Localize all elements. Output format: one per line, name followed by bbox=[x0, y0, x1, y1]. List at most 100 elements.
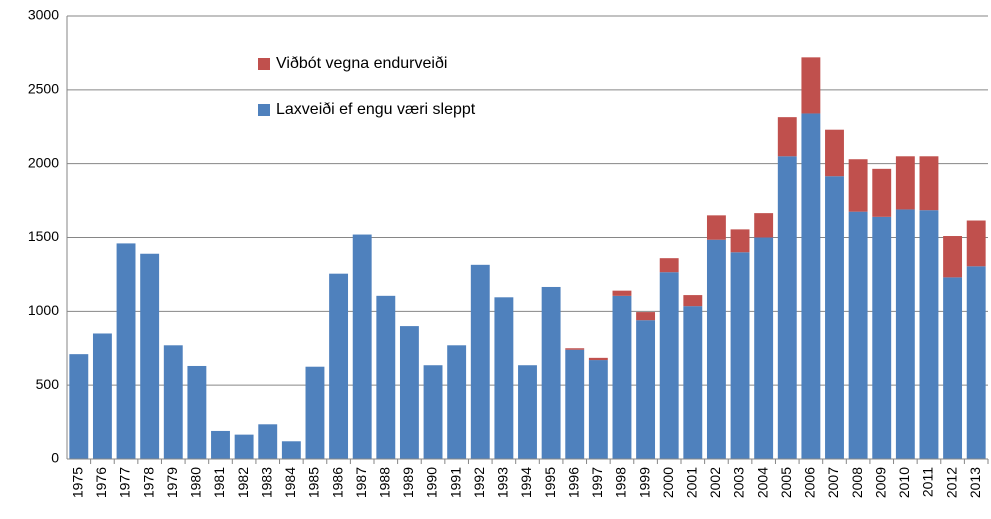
x-tick-label: 2011 bbox=[920, 467, 936, 497]
bar-segment bbox=[234, 434, 254, 459]
bar-segment bbox=[281, 441, 301, 459]
bar-segment bbox=[777, 156, 797, 460]
x-tick-label: 2007 bbox=[825, 467, 841, 498]
bar-segment bbox=[305, 366, 325, 459]
bar-segment bbox=[706, 239, 726, 459]
bar-segment bbox=[919, 156, 939, 211]
bar-segment bbox=[754, 237, 774, 459]
bar-segment bbox=[943, 236, 963, 278]
bar-segment bbox=[116, 243, 136, 459]
x-tick-label: 1987 bbox=[353, 467, 369, 498]
bar-segment bbox=[612, 295, 632, 459]
bar-segment bbox=[588, 357, 608, 361]
x-tick-label: 2003 bbox=[731, 467, 747, 498]
x-tick-label: 1985 bbox=[306, 467, 322, 498]
bar-segment bbox=[636, 312, 656, 321]
y-tick-label: 2500 bbox=[28, 81, 59, 97]
x-tick-label: 1993 bbox=[495, 467, 511, 498]
x-tick-label: 1980 bbox=[188, 467, 204, 498]
x-tick-label: 1994 bbox=[518, 467, 534, 498]
bar-segment bbox=[683, 306, 703, 459]
x-tick-label: 2008 bbox=[849, 467, 865, 498]
bar-segment bbox=[730, 252, 750, 459]
x-tick-label: 2010 bbox=[896, 467, 912, 498]
x-tick-label: 1996 bbox=[565, 467, 581, 498]
bar-segment bbox=[399, 326, 419, 459]
x-tick-label: 1986 bbox=[329, 467, 345, 498]
legend-swatch bbox=[258, 58, 270, 70]
bar-segment bbox=[352, 234, 372, 459]
legend-label: Viðbót vegna endurveiði bbox=[276, 55, 447, 72]
y-tick-label: 1000 bbox=[28, 302, 59, 318]
y-tick-label: 3000 bbox=[28, 7, 59, 23]
bar-segment bbox=[966, 266, 986, 459]
bar-segment bbox=[825, 176, 844, 460]
bar-segment bbox=[848, 159, 868, 212]
bar-segment bbox=[211, 430, 230, 459]
x-tick-label: 1990 bbox=[424, 467, 440, 498]
bar-segment bbox=[659, 272, 679, 459]
x-tick-label: 1977 bbox=[117, 467, 133, 498]
x-tick-label: 2001 bbox=[684, 467, 700, 498]
bar-segment bbox=[825, 129, 844, 177]
bar-segment bbox=[919, 210, 939, 459]
bar-segment bbox=[801, 113, 821, 460]
x-tick-label: 2002 bbox=[707, 467, 723, 498]
x-tick-label: 1992 bbox=[471, 467, 487, 498]
x-tick-label: 1976 bbox=[93, 467, 109, 498]
x-tick-label: 2005 bbox=[778, 467, 794, 498]
x-tick-label: 2012 bbox=[943, 467, 959, 498]
bar-segment bbox=[163, 345, 183, 459]
bar-segment bbox=[494, 297, 514, 459]
bar-segment bbox=[258, 424, 278, 459]
x-tick-label: 1978 bbox=[140, 467, 156, 498]
x-tick-label: 2000 bbox=[660, 467, 676, 498]
x-tick-label: 1991 bbox=[447, 467, 463, 498]
y-tick-label: 2000 bbox=[28, 154, 59, 170]
bar-segment bbox=[943, 277, 963, 459]
x-tick-label: 1981 bbox=[211, 467, 227, 498]
x-tick-label: 1975 bbox=[70, 467, 86, 498]
x-tick-label: 2004 bbox=[754, 467, 770, 498]
x-tick-label: 1983 bbox=[258, 467, 274, 498]
bar-segment bbox=[447, 345, 467, 459]
bar-segment bbox=[92, 333, 112, 459]
bar-segment bbox=[636, 320, 656, 459]
bar-segment bbox=[541, 286, 561, 459]
bar-segment bbox=[895, 209, 915, 459]
legend-label: Laxveiði ef engu væri sleppt bbox=[276, 101, 476, 118]
y-tick-label: 1500 bbox=[28, 228, 59, 244]
bar-segment bbox=[187, 365, 207, 459]
legend: Viðbót vegna endurveiði Laxveiði ef engu … bbox=[258, 55, 476, 118]
x-tick-label: 1997 bbox=[589, 467, 605, 498]
x-tick-label: 1984 bbox=[282, 467, 298, 498]
bar-segment bbox=[730, 229, 750, 253]
x-tick-label: 1989 bbox=[400, 467, 416, 498]
bar-segment bbox=[848, 211, 868, 459]
x-tick-label: 2006 bbox=[802, 467, 818, 498]
x-tick-label: 1995 bbox=[542, 467, 558, 498]
bar-segment bbox=[565, 348, 585, 350]
bar-segment bbox=[872, 216, 892, 459]
y-tick-label: 500 bbox=[36, 376, 60, 392]
legend-swatch bbox=[258, 104, 270, 116]
bar-segment bbox=[895, 156, 915, 210]
bar-segment bbox=[706, 215, 726, 240]
x-tick-label: 1998 bbox=[613, 467, 629, 498]
bar-segment bbox=[801, 57, 821, 114]
x-tick-label: 2009 bbox=[872, 467, 888, 498]
bar-segment bbox=[329, 273, 349, 459]
bar-segment bbox=[683, 295, 703, 307]
bar-segment bbox=[777, 117, 797, 157]
bar-segment bbox=[966, 220, 986, 267]
x-tick-label: 2013 bbox=[967, 467, 983, 498]
x-tick-label: 1999 bbox=[636, 467, 652, 498]
bar-segment bbox=[612, 290, 632, 296]
bar-segment bbox=[69, 354, 89, 459]
bar-segment bbox=[659, 258, 679, 273]
bar-segment bbox=[423, 365, 443, 459]
y-tick-label: 0 bbox=[51, 450, 59, 466]
x-tick-label: 1988 bbox=[377, 467, 393, 498]
x-tick-label: 1982 bbox=[235, 467, 251, 498]
